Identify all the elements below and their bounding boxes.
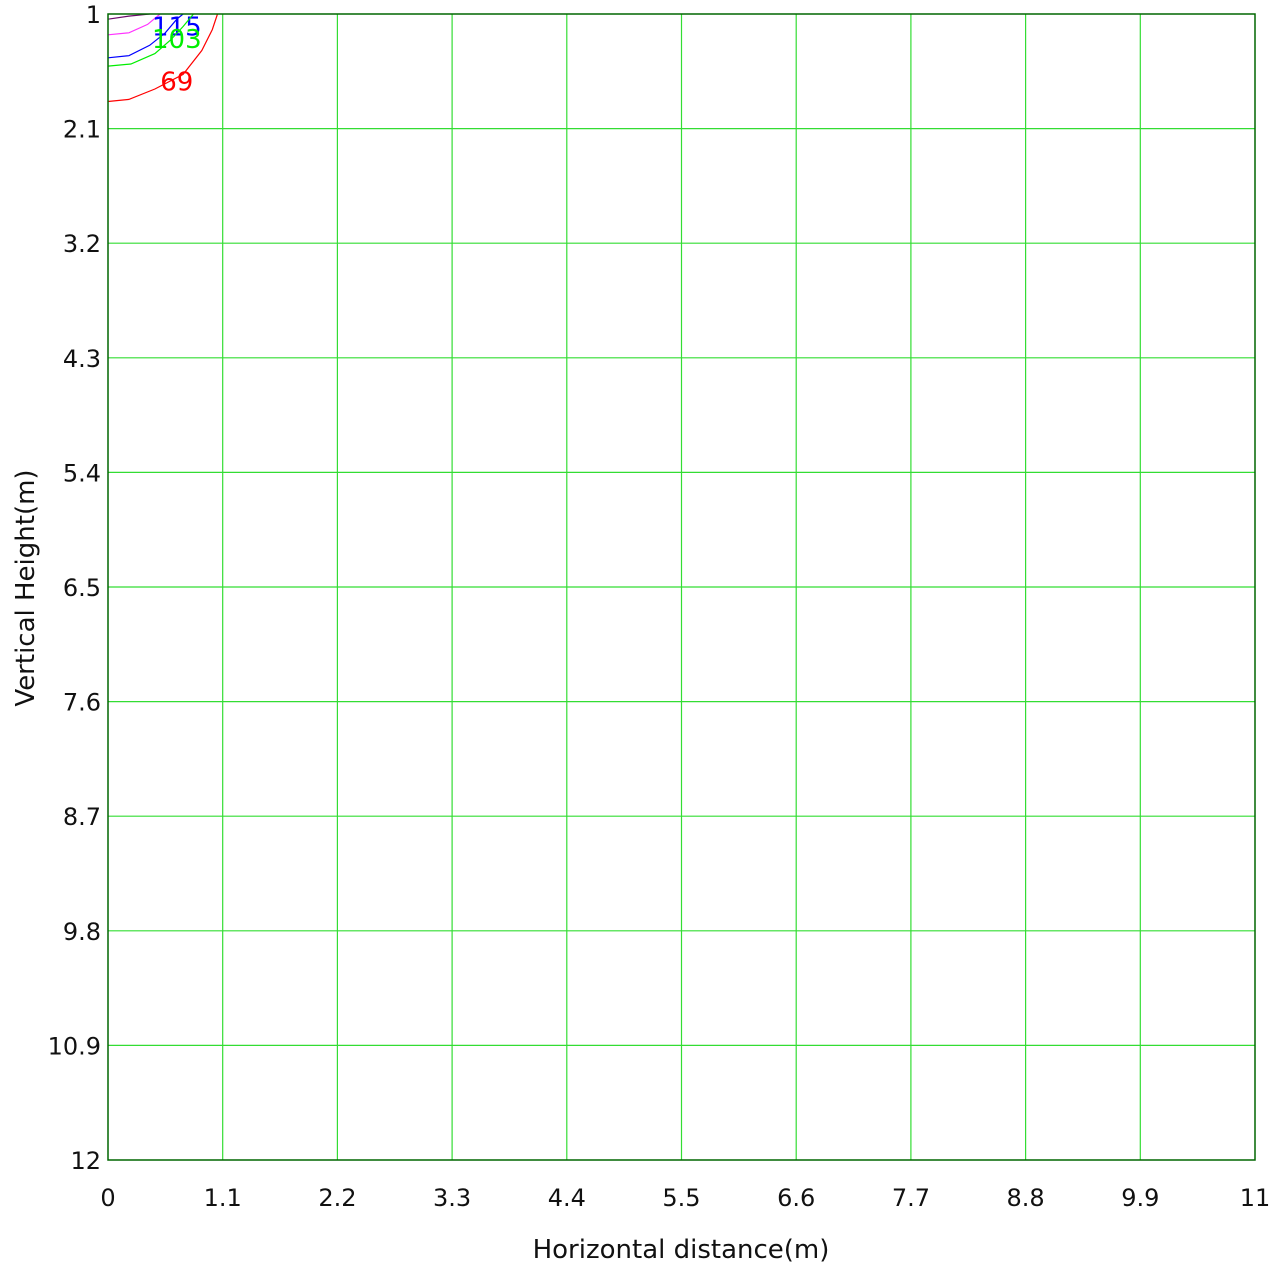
x-tick-label: 1.1 xyxy=(204,1184,242,1212)
x-tick-label: 3.3 xyxy=(433,1184,471,1212)
y-tick-label: 8.7 xyxy=(63,803,101,831)
contour-line-103 xyxy=(107,13,194,67)
contour-line-level-1 xyxy=(107,13,161,36)
x-tick-label: 2.2 xyxy=(318,1184,356,1212)
x-axis-label: Horizontal distance(m) xyxy=(533,1235,830,1265)
x-tick-label: 7.7 xyxy=(892,1184,930,1212)
contour-label-69: 69 xyxy=(160,68,193,98)
contour-label-115: 115 xyxy=(152,13,202,43)
plot-frame xyxy=(107,13,1256,1161)
contour-line-115 xyxy=(107,13,184,59)
x-tick-label: 4.4 xyxy=(548,1184,586,1212)
x-tick-label: 6.6 xyxy=(777,1184,815,1212)
y-tick-labels: 1 2.1 3.2 4.3 5.4 6.5 7.6 8.7 9.8 10.9 12 xyxy=(48,1,101,1175)
y-tick-label: 5.4 xyxy=(63,459,101,487)
y-axis-label: Vertical Height(m) xyxy=(11,469,41,706)
y-tick-label: 2.1 xyxy=(63,116,101,144)
y-tick-label: 3.2 xyxy=(63,230,101,258)
x-tick-label: 11 xyxy=(1240,1184,1271,1212)
x-tick-label: 9.9 xyxy=(1121,1184,1159,1212)
contour-line-69 xyxy=(107,13,219,103)
y-tick-label: 1 xyxy=(86,1,101,29)
x-tick-label: 5.5 xyxy=(662,1184,700,1212)
x-tick-labels: 0 1.1 2.2 3.3 4.4 5.5 6.6 7.7 8.8 9.9 11 xyxy=(100,1184,1270,1212)
x-tick-label: 0 xyxy=(100,1184,115,1212)
y-tick-label: 6.5 xyxy=(63,574,101,602)
y-tick-label: 12 xyxy=(70,1147,101,1175)
x-tick-label: 8.8 xyxy=(1007,1184,1045,1212)
y-tick-label: 4.3 xyxy=(63,345,101,373)
y-tick-label: 9.8 xyxy=(63,918,101,946)
grid-lines xyxy=(108,14,1255,1160)
contour-label-103: 103 xyxy=(152,25,202,55)
y-tick-label: 10.9 xyxy=(48,1032,101,1060)
y-tick-label: 7.6 xyxy=(63,689,101,717)
